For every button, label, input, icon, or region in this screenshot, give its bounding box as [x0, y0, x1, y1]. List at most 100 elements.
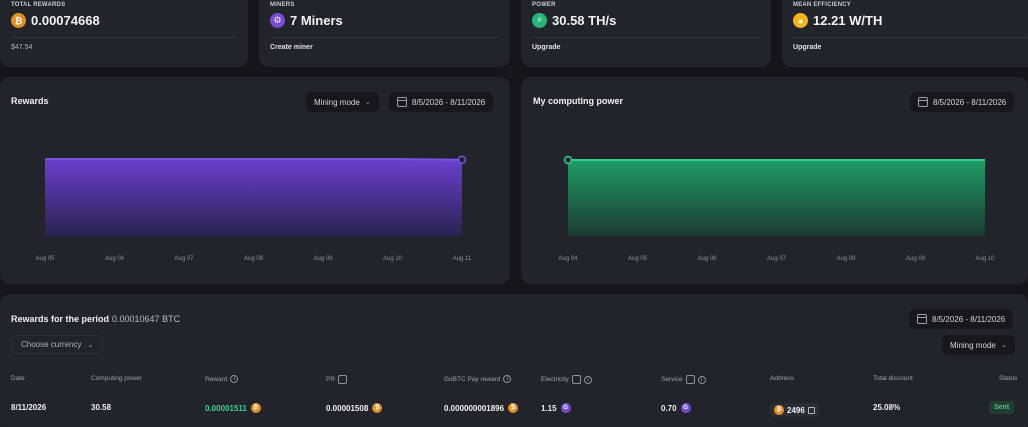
copy-icon[interactable] — [807, 406, 815, 414]
x-tick-label: Aug 09 — [906, 256, 926, 262]
x-tick-label: Aug 06 — [105, 256, 125, 262]
bulb-icon: ● — [793, 13, 808, 28]
x-tick-label: Aug 07 — [174, 256, 194, 262]
rewards-chart-title: Rewards — [11, 96, 49, 106]
power-value: 30.58 TH/s — [552, 13, 617, 28]
table-mining-mode-dropdown[interactable]: Mining mode ⌄ — [942, 335, 1015, 355]
miners-value: 7 Miners — [290, 13, 343, 28]
period-title: Rewards for the period 0.00010647 BTC — [11, 314, 180, 324]
bitcoin-icon: ₿ — [508, 403, 519, 413]
pr-info-icon[interactable] — [338, 375, 348, 384]
total-rewards-label: TOTAL REWARDS — [11, 2, 66, 8]
electricity-icon — [571, 375, 581, 384]
divider — [11, 37, 237, 38]
computing-power-title: My computing power — [533, 96, 623, 106]
cell-reward: 0.00001511 ₿ — [205, 403, 261, 413]
x-tick-label: Aug 10 — [383, 256, 403, 262]
status-badge: Sent — [989, 401, 1015, 414]
rewards-table-card: Rewards for the period 0.00010647 BTC Cho… — [0, 294, 1028, 427]
header-gobtc-pay-reward: GoBTC Pay reward i — [444, 375, 512, 383]
header-address: Address — [770, 375, 794, 382]
calendar-icon — [917, 314, 927, 324]
divider — [793, 37, 1027, 38]
miner-icon: ⚙ — [270, 13, 285, 28]
efficiency-label: MEAN EFFICIENCY — [793, 2, 852, 8]
x-tick-label: Aug 10 — [975, 256, 995, 262]
period-value: 0.00010647 BTC — [112, 314, 181, 324]
efficiency-card: MEAN EFFICIENCY ● 12.21 W/TH Upgrade — [782, 0, 1028, 67]
power-date-picker[interactable]: 8/5/2026 - 8/11/2026 — [910, 92, 1015, 112]
upgrade-efficiency-link[interactable]: Upgrade — [793, 44, 822, 51]
total-rewards-value: 0.00074668 — [31, 13, 100, 28]
chevron-down-icon: ⌄ — [364, 99, 371, 106]
x-tick-label: Aug 09 — [313, 256, 333, 262]
cell-electricity: 1.15 G — [541, 403, 571, 413]
cell-pr: 0.00001508 ₿ — [326, 403, 383, 413]
divider — [270, 37, 499, 38]
header-computing-power: Computing power — [91, 375, 142, 382]
x-tick-label: Aug 06 — [697, 256, 717, 262]
header-reward: Reward i — [205, 375, 239, 383]
divider — [532, 37, 760, 38]
bitcoin-icon: ₿ — [372, 403, 383, 413]
efficiency-value: 12.21 W/TH — [813, 13, 883, 28]
cell-gobtc-pay-reward: 0.000000001896 ₿ — [444, 403, 519, 413]
bitcoin-icon: ₿ — [11, 13, 26, 28]
x-tick-label: Aug 07 — [767, 256, 787, 262]
info-icon[interactable]: i — [697, 375, 706, 384]
cell-computing-power: 30.58 — [91, 403, 112, 412]
calendar-icon — [397, 97, 407, 107]
x-tick-label: Aug 05 — [35, 256, 55, 262]
bitcoin-icon: ₿ — [774, 405, 784, 415]
chevron-down-icon: ⌄ — [1000, 342, 1007, 349]
period-date-range: 8/5/2026 - 8/11/2026 — [932, 314, 1006, 324]
header-date: Date — [11, 375, 25, 382]
info-icon[interactable]: i — [503, 375, 512, 383]
calendar-icon — [918, 97, 928, 107]
power-label: POWER — [532, 2, 556, 8]
cell-date: 8/11/2026 — [11, 403, 47, 412]
data-point-marker[interactable] — [563, 155, 573, 165]
choose-currency-label: Choose currency — [21, 340, 82, 349]
chevron-down-icon: ⌄ — [87, 341, 94, 349]
header-electricity: Electricity i — [541, 375, 592, 384]
cell-total-discount: 25.08% — [873, 403, 901, 412]
cell-address: ₿ 2496 — [770, 403, 819, 417]
rewards-date-picker[interactable]: 8/5/2026 - 8/11/2026 — [389, 92, 494, 112]
period-date-picker[interactable]: 8/5/2026 - 8/11/2026 — [909, 309, 1014, 329]
create-miner-link[interactable]: Create miner — [270, 44, 313, 51]
power-card: POWER ⚡ 30.58 TH/s Upgrade — [521, 0, 771, 67]
header-service: Service i — [661, 375, 706, 384]
upgrade-power-link[interactable]: Upgrade — [532, 44, 561, 51]
header-status: Status — [999, 375, 1018, 382]
total-rewards-card: TOTAL REWARDS ₿ 0.00074668 $47.54 — [0, 0, 248, 67]
lightning-icon: ⚡ — [532, 13, 547, 28]
table-mining-mode-label: Mining mode — [950, 340, 996, 350]
power-area-chart: Aug 04 Aug 05 Aug 06 Aug 07 Aug 08 Aug 09 Aug … — [558, 155, 995, 262]
data-point-marker[interactable] — [457, 155, 467, 165]
rewards-date-range: 8/5/2026 - 8/11/2026 — [412, 97, 486, 107]
header-total-discount: Total discount — [873, 375, 913, 382]
address-chip[interactable]: ₿ 2496 — [770, 403, 819, 417]
x-tick-label: Aug 08 — [244, 256, 264, 262]
x-tick-label: Aug 05 — [628, 256, 648, 262]
series-line — [45, 158, 463, 161]
computing-power-chart-card: My computing power 8/5/2026 - 8/11/2026 … — [521, 77, 1028, 284]
service-icon — [685, 375, 695, 384]
area-fill — [45, 159, 462, 236]
power-date-range: 8/5/2026 - 8/11/2026 — [933, 97, 1007, 107]
miners-card: MINERS ⚙ 7 Miners Create miner — [259, 0, 510, 67]
choose-currency-dropdown[interactable]: Choose currency ⌄ — [11, 335, 104, 354]
rewards-chart-card: Rewards Mining mode ⌄ 8/5/2026 - 8/11/20… — [0, 77, 510, 284]
header-pr: PR — [326, 375, 348, 384]
info-icon[interactable]: i — [230, 375, 239, 383]
info-icon[interactable]: i — [583, 375, 592, 384]
mining-mode-dropdown[interactable]: Mining mode ⌄ — [306, 92, 379, 112]
miners-label: MINERS — [270, 2, 295, 8]
gmt-token-icon: G — [560, 403, 571, 413]
x-tick-label: Aug 04 — [558, 256, 578, 262]
total-rewards-usd: $47.54 — [11, 44, 33, 51]
gmt-token-icon: G — [680, 403, 691, 413]
period-title-label: Rewards for the period — [11, 314, 110, 324]
cell-service: 0.70 G — [661, 403, 691, 413]
